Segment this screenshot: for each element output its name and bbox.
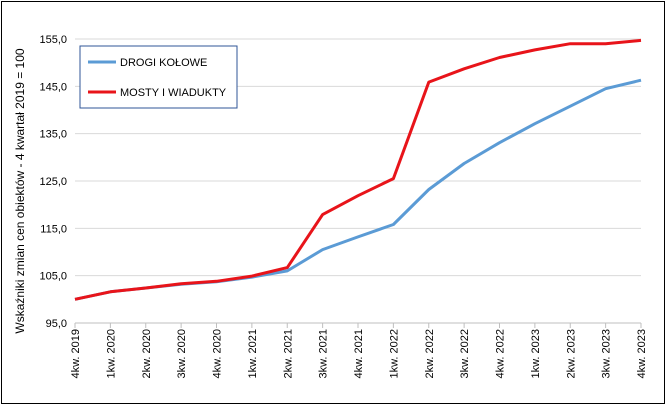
legend-label-2: MOSTY I WIADUKTY [120, 87, 227, 99]
x-tick-label: 3kw. 2021 [318, 329, 330, 379]
y-axis-label: Wskaźniki zmian cen obiektów - 4 kwartał… [13, 48, 27, 333]
x-tick-label: 3kw. 2020 [176, 329, 188, 379]
y-tick-label: 95,0 [46, 318, 67, 330]
x-tick-label: 2kw. 2022 [424, 329, 436, 379]
x-tick-label: 1kw. 2023 [530, 329, 542, 379]
series-line-2 [74, 38, 642, 301]
y-tick-label: 125,0 [39, 176, 67, 188]
legend-box [79, 45, 238, 109]
y-tick-label: 115,0 [40, 223, 67, 235]
x-tick-label: 3kw. 2023 [601, 329, 613, 379]
x-tick-label: 4kw. 2023 [636, 329, 648, 379]
x-tick-label: 1kw. 2022 [388, 329, 400, 379]
y-tick-label: 105,0 [39, 271, 67, 283]
x-tick-label: 2kw. 2020 [141, 329, 153, 379]
x-tick-label: 1kw. 2021 [247, 329, 259, 379]
x-tick-label: 2kw. 2023 [565, 329, 577, 379]
x-tick-label: 3kw. 2022 [459, 329, 471, 379]
x-tick-label: 2kw. 2021 [282, 329, 294, 379]
y-tick-label: 135,0 [39, 129, 67, 141]
x-tick-label: 1kw. 2020 [105, 329, 117, 379]
y-tick-label: 155,0 [39, 34, 67, 46]
x-tick-label: 4kw. 2019 [70, 329, 82, 379]
x-tick-label: 4kw. 2022 [495, 329, 507, 379]
x-tick-label: 4kw. 2021 [353, 329, 365, 379]
x-tick-label: 4kw. 2020 [212, 329, 224, 379]
legend-label-1: DROGI KOŁOWE [120, 57, 207, 69]
y-tick-label: 145,0 [39, 81, 67, 93]
series-line-1 [74, 78, 642, 301]
